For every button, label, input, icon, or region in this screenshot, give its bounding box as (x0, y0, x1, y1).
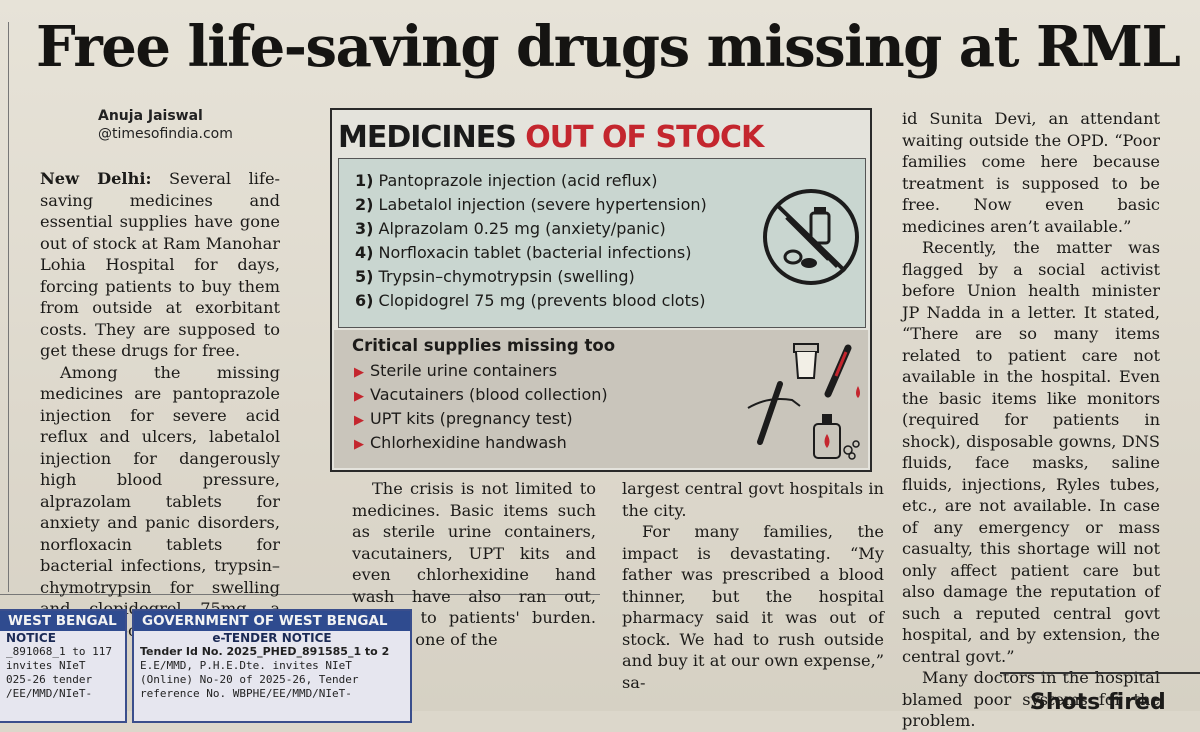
paragraph-text: The crisis is not limited to medicines. … (352, 479, 596, 649)
list-item: 1) Pantoprazole injection (acid reflux) (355, 171, 658, 190)
ad-line: invites NIeT (6, 659, 86, 672)
column-2: The crisis is not limited to medicines. … (352, 478, 596, 650)
list-item: ▶ UPT kits (pregnancy test) (354, 409, 573, 428)
paragraph: New Delhi: Several life-saving medicines… (40, 168, 280, 362)
byline: Anuja Jaiswal @timesofindia.com (98, 107, 233, 143)
box-title-accent: OUT OF STOCK (525, 120, 764, 155)
dateline: New Delhi: (40, 169, 152, 188)
rule (1000, 672, 1200, 674)
ad-subheading: e-TENDER NOTICE (212, 631, 332, 645)
item-number: 2) (355, 195, 374, 214)
ad-line: (Online) No-20 of 2025-26, Tender (140, 673, 359, 686)
box-title: MEDICINES OUT OF STOCK (338, 120, 764, 155)
item-text: Alprazolam 0.25 mg (anxiety/panic) (373, 219, 666, 238)
item-text: Clopidogrel 75 mg (prevents blood clots) (373, 291, 706, 310)
arrow-icon: ▶ (354, 413, 364, 428)
paragraph: id Sunita Devi, an attendant waiting out… (902, 109, 1160, 236)
column-1: New Delhi: Several life-saving medicines… (40, 168, 280, 641)
supplies-heading: Critical supplies missing too (352, 336, 616, 355)
supplies-panel: Critical supplies missing too ▶ Sterile u… (334, 330, 868, 468)
item-text: Pantoprazole injection (acid reflux) (373, 171, 658, 190)
ad-subheading: NOTICE (6, 631, 56, 645)
list-item: 4) Norfloxacin tablet (bacterial infecti… (355, 243, 691, 262)
list-item: 2) Labetalol injection (severe hypertens… (355, 195, 707, 214)
item-number: 6) (355, 291, 374, 310)
tender-ad-1: WEST BENGAL NOTICE _891068_1 to 117 invi… (0, 609, 127, 723)
author-name: Anuja Jaiswal (98, 108, 203, 124)
item-number: 5) (355, 267, 374, 286)
no-drugs-icon (763, 189, 859, 285)
headline: Free life-saving drugs missing at RML (36, 14, 1181, 80)
item-number: 1) (355, 171, 374, 190)
ad-line: _891068_1 to 117 (6, 645, 112, 658)
next-headline: Shots fired (1030, 690, 1166, 715)
item-text: Norfloxacin tablet (bacterial infections… (373, 243, 692, 262)
bottom-rule (0, 594, 600, 595)
ad-heading: GOVERNMENT OF WEST BENGAL (134, 611, 410, 631)
ad-heading: WEST BENGAL (0, 611, 125, 631)
list-item: 5) Trypsin–chymotrypsin (swelling) (355, 267, 635, 286)
arrow-icon: ▶ (354, 389, 364, 404)
medicines-list: 1) Pantoprazole injection (acid reflux) … (338, 158, 866, 328)
ad-line: Tender Id No. 2025_PHED_891585_1 to 2 (140, 645, 390, 658)
tender-ad-2: GOVERNMENT OF WEST BENGAL e-TENDER NOTIC… (132, 609, 412, 723)
item-number: 3) (355, 219, 374, 238)
item-text: Vacutainers (blood collection) (370, 385, 608, 404)
list-item: ▶ Vacutainers (blood collection) (354, 385, 608, 404)
column-3: largest central govt hospitals in the ci… (622, 478, 884, 693)
arrow-icon: ▶ (354, 437, 364, 452)
paragraph: For many families, the impact is devasta… (622, 522, 884, 692)
item-number: 4) (355, 243, 374, 262)
left-rule (8, 22, 9, 592)
column-4: id Sunita Devi, an attendant waiting out… (902, 108, 1160, 732)
arrow-icon: ▶ (354, 365, 364, 380)
paragraph: The crisis is not limited to medicines. … (352, 478, 596, 650)
list-item: ▶ Sterile urine containers (354, 361, 557, 380)
paragraph: Among the missing medicines are pantopra… (40, 362, 280, 640)
list-item: ▶ Chlorhexidine handwash (354, 433, 567, 452)
ad-line: reference No. WBPHE/EE/MMD/NIeT- (140, 687, 352, 700)
list-item: 3) Alprazolam 0.25 mg (anxiety/panic) (355, 219, 666, 238)
item-text: Chlorhexidine handwash (370, 433, 567, 452)
box-title-main: MEDICINES (338, 120, 517, 155)
sidebar-box: MEDICINES OUT OF STOCK 1) Pantoprazole i… (330, 108, 872, 472)
list-item: 6) Clopidogrel 75 mg (prevents blood clo… (355, 291, 705, 310)
ad-line: 025-26 tender (6, 673, 93, 686)
item-text: Trypsin–chymotrypsin (swelling) (373, 267, 635, 286)
paragraph: largest central govt hospitals in the ci… (622, 479, 884, 520)
paragraph-text: Several life-saving medicines and essent… (40, 169, 280, 360)
item-text: Sterile urine containers (370, 361, 558, 380)
author-email: @timesofindia.com (98, 126, 233, 142)
item-text: UPT kits (pregnancy test) (370, 409, 573, 428)
item-text: Labetalol injection (severe hypertension… (373, 195, 707, 214)
paragraph: Recently, the matter was flagged by a so… (902, 238, 1160, 666)
ad-line: /EE/MMD/NIeT- (6, 687, 93, 700)
lab-supplies-icon (747, 343, 860, 460)
ad-line: E.E/MMD, P.H.E.Dte. invites NIeT (140, 659, 352, 672)
